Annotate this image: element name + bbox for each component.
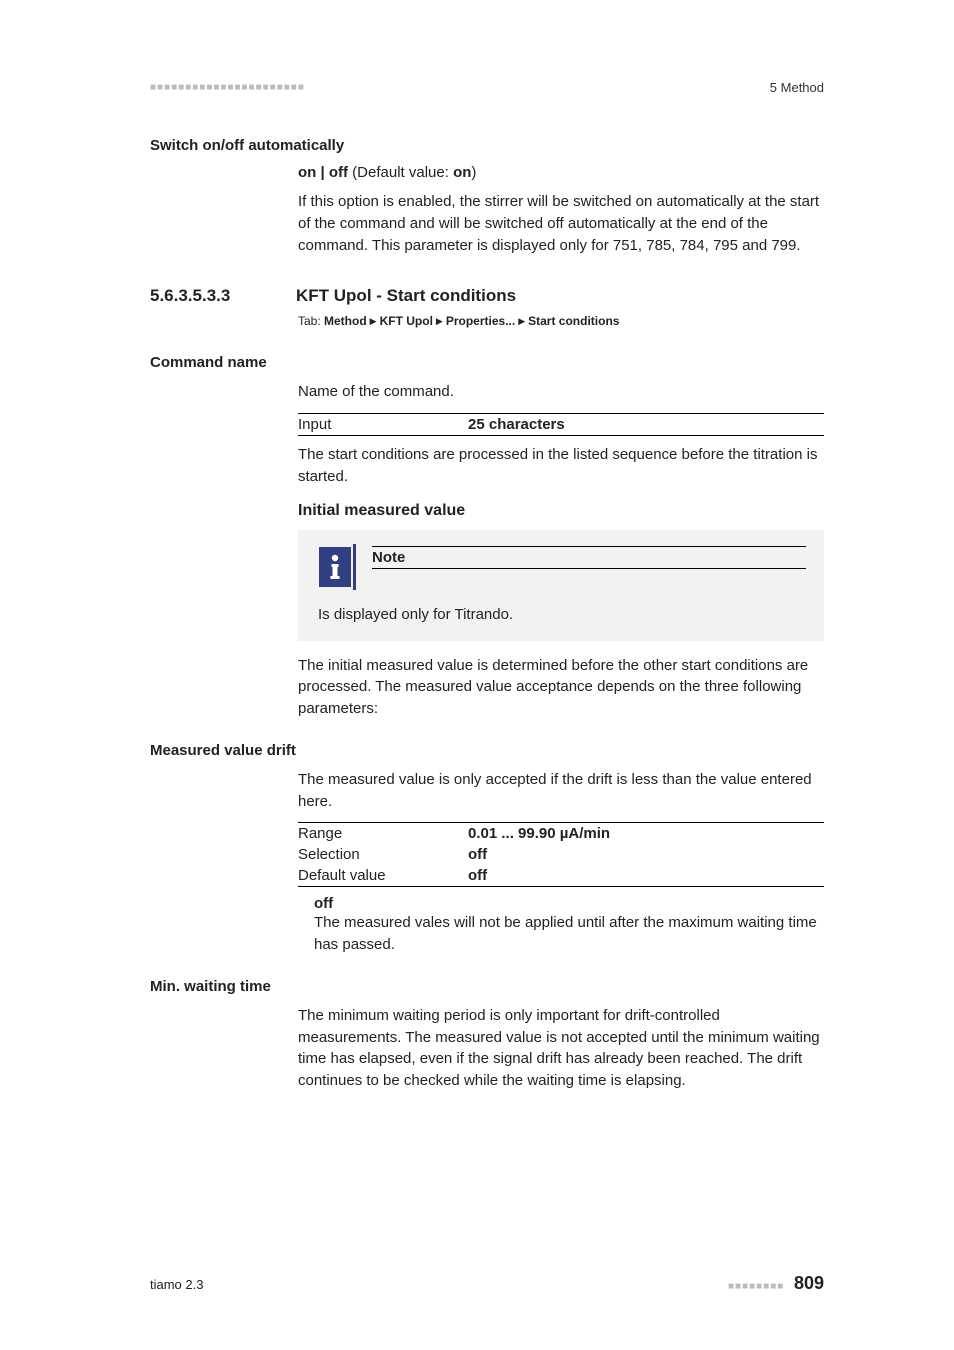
tab-p1: Method: [324, 314, 367, 328]
mvd-desc: The measured value is only accepted if t…: [298, 769, 824, 813]
command-name-block: Name of the command. Input 25 characters…: [298, 381, 824, 720]
table-cell-value: 0.01 ... 99.90 µA/min: [468, 825, 610, 842]
footer-squares-icon: ■■■■■■■■: [728, 1281, 784, 1292]
switch-default-label: (Default value:: [348, 164, 453, 181]
header-chapter: 5 Method: [770, 80, 824, 95]
switch-onoff-values: on | off: [298, 164, 348, 181]
note-body: Is displayed only for Titrando.: [318, 606, 806, 623]
numbered-heading: 5.6.3.5.3.3 KFT Upol - Start conditions: [150, 286, 824, 306]
tab-p3: Properties...: [446, 314, 515, 328]
page-container: ■■■■■■■■■■■■■■■■■■■■■■ 5 Method Switch o…: [0, 0, 954, 1350]
switch-body-text: If this option is enabled, the stirrer w…: [298, 191, 824, 256]
table-row: Input 25 characters: [298, 414, 824, 435]
mvd-block: The measured value is only accepted if t…: [298, 769, 824, 888]
table-row: Selection off: [298, 844, 824, 865]
table-row: Range 0.01 ... 99.90 µA/min: [298, 823, 824, 844]
switch-default-close: ): [471, 164, 476, 181]
mvd-heading: Measured value drift: [150, 742, 824, 759]
header-squares-icon: ■■■■■■■■■■■■■■■■■■■■■■: [150, 82, 305, 93]
page-footer: tiamo 2.3 ■■■■■■■■ 809: [150, 1273, 824, 1294]
table-cell-label: Range: [298, 825, 468, 842]
off-text: The measured vales will not be applied u…: [314, 912, 824, 956]
table-cell-value: off: [468, 846, 487, 863]
tab-breadcrumb: Tab: Method▶KFT Upol▶Properties...▶Start…: [298, 314, 824, 328]
triangle-icon: ▶: [370, 316, 377, 326]
table-cell-label: Default value: [298, 867, 468, 884]
mvd-table: Range 0.01 ... 99.90 µA/min Selection of…: [298, 822, 824, 887]
table-cell-value: 25 characters: [468, 416, 565, 433]
command-name-after-text: The start conditions are processed in th…: [298, 444, 824, 488]
note-head: Note: [316, 544, 806, 590]
minwait-heading: Min. waiting time: [150, 978, 824, 995]
switch-heading: Switch on/off automatically: [150, 137, 824, 154]
minwait-block: The minimum waiting period is only impor…: [298, 1005, 824, 1092]
footer-page-number: 809: [794, 1273, 824, 1293]
table-cell-label: Input: [298, 416, 468, 433]
table-cell-label: Selection: [298, 846, 468, 863]
off-label: off: [314, 895, 824, 912]
page-header: ■■■■■■■■■■■■■■■■■■■■■■ 5 Method: [150, 80, 824, 95]
note-box: Note Is displayed only for Titrando.: [298, 530, 824, 641]
switch-block: on | off (Default value: on) If this opt…: [298, 164, 824, 256]
switch-onoff-line: on | off (Default value: on): [298, 164, 824, 181]
command-name-desc: Name of the command.: [298, 381, 824, 403]
switch-default-value: on: [453, 164, 471, 181]
note-title-wrap: Note: [372, 544, 806, 569]
triangle-icon: ▶: [436, 316, 443, 326]
heading-number: 5.6.3.5.3.3: [150, 286, 270, 306]
initial-body-text: The initial measured value is determined…: [298, 655, 824, 720]
table-cell-value: off: [468, 867, 487, 884]
triangle-icon: ▶: [518, 316, 525, 326]
footer-right: ■■■■■■■■ 809: [728, 1273, 824, 1294]
table-row: Default value off: [298, 865, 824, 886]
tab-p4: Start conditions: [528, 314, 619, 328]
tab-label: Tab:: [298, 314, 324, 328]
command-name-heading: Command name: [150, 354, 824, 371]
minwait-body: The minimum waiting period is only impor…: [298, 1005, 824, 1092]
initial-heading: Initial measured value: [298, 502, 824, 520]
off-block: off The measured vales will not be appli…: [314, 895, 824, 956]
heading-title: KFT Upol - Start conditions: [296, 286, 516, 306]
command-name-table: Input 25 characters: [298, 413, 824, 436]
note-title: Note: [372, 546, 806, 569]
tab-p2: KFT Upol: [380, 314, 433, 328]
footer-product: tiamo 2.3: [150, 1277, 203, 1292]
info-icon: [316, 544, 356, 590]
